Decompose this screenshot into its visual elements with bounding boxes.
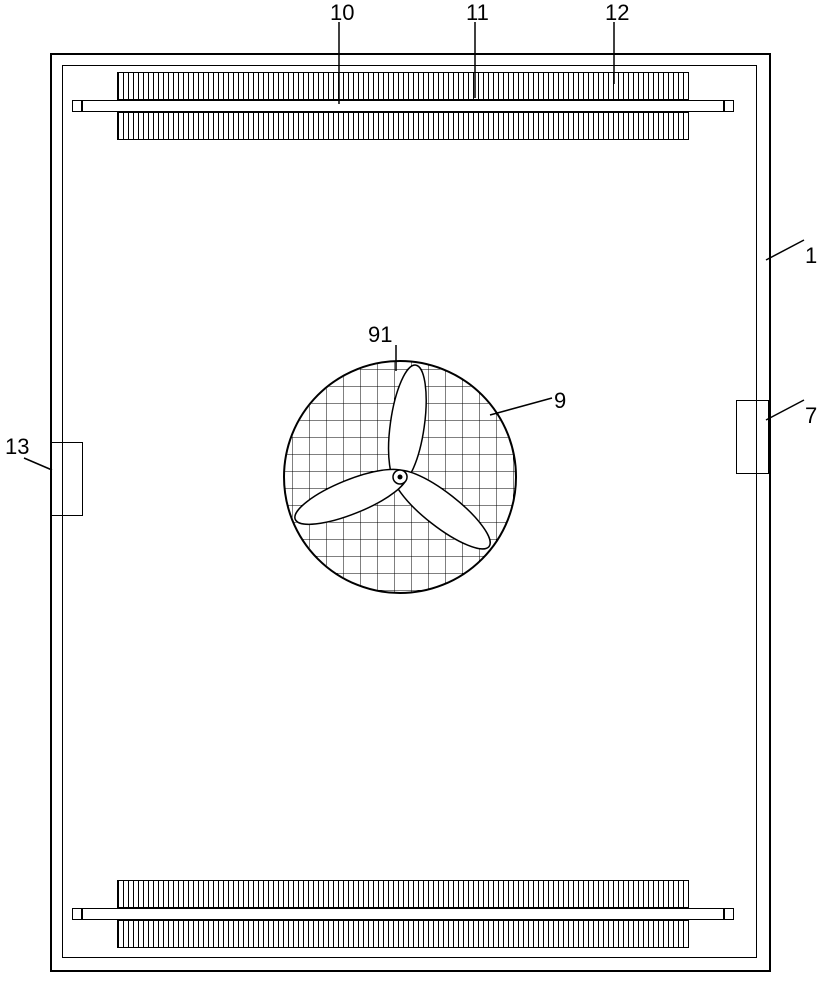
bottom-rail-right-cap xyxy=(724,908,734,920)
top-rail-right-cap xyxy=(724,100,734,112)
right-block-7 xyxy=(736,400,769,474)
diagram-canvas: 10 11 12 1 7 13 91 9 xyxy=(0,0,820,1000)
top-fins-lower xyxy=(117,112,689,140)
bottom-fins-upper xyxy=(117,880,689,908)
top-rail-left-cap xyxy=(72,100,82,112)
fan-assembly xyxy=(275,352,525,602)
top-rail xyxy=(82,100,724,112)
bottom-rail xyxy=(82,908,724,920)
bottom-rail-left-cap xyxy=(72,908,82,920)
bottom-fins-lower xyxy=(117,920,689,948)
left-block-13 xyxy=(50,442,83,516)
top-fins-upper xyxy=(117,72,689,100)
